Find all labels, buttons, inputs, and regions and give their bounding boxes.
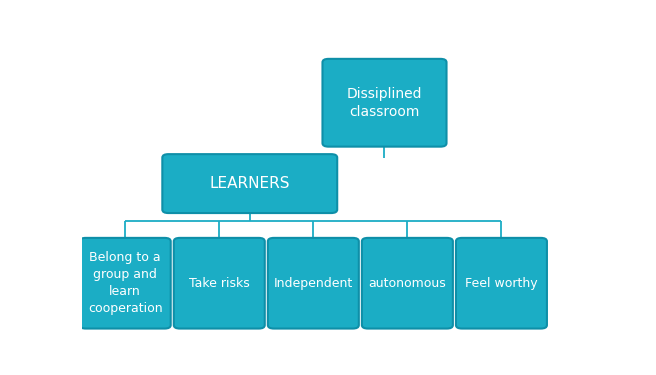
- FancyBboxPatch shape: [80, 238, 171, 328]
- FancyBboxPatch shape: [323, 59, 447, 147]
- FancyBboxPatch shape: [162, 154, 337, 213]
- Text: Feel worthy: Feel worthy: [465, 277, 538, 290]
- Text: Take risks: Take risks: [189, 277, 250, 290]
- Text: Dissiplined
classroom: Dissiplined classroom: [347, 87, 422, 119]
- FancyBboxPatch shape: [456, 238, 547, 328]
- Text: Belong to a
group and
learn
cooperation: Belong to a group and learn cooperation: [88, 251, 163, 315]
- Text: LEARNERS: LEARNERS: [209, 176, 290, 191]
- FancyBboxPatch shape: [268, 238, 359, 328]
- Text: autonomous: autonomous: [369, 277, 446, 290]
- FancyBboxPatch shape: [174, 238, 265, 328]
- FancyBboxPatch shape: [362, 238, 453, 328]
- Text: Independent: Independent: [274, 277, 353, 290]
